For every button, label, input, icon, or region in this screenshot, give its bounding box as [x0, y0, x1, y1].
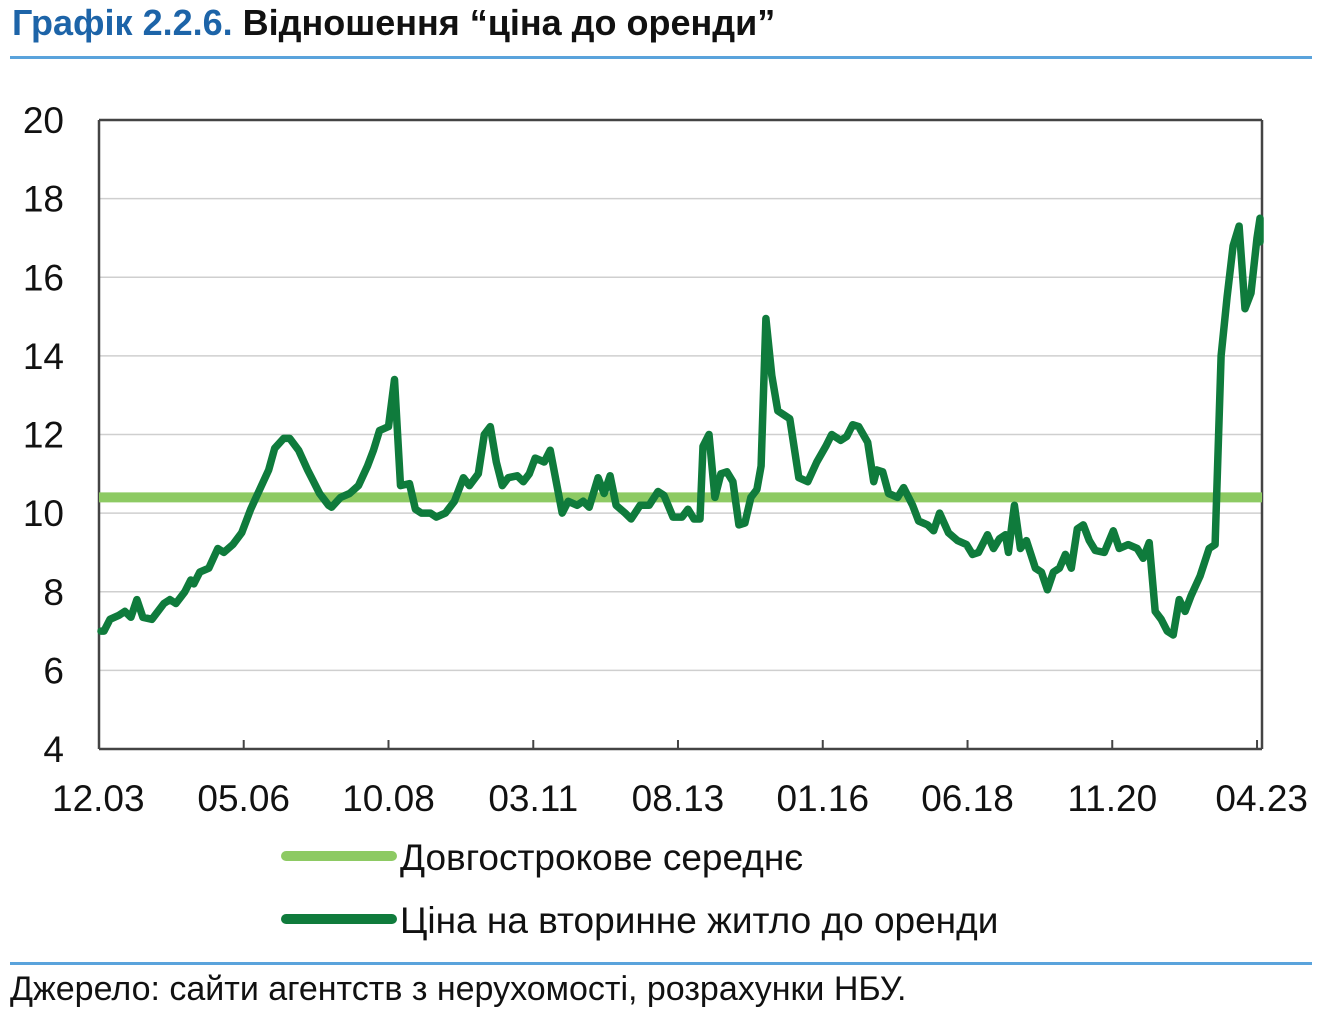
top-divider: [10, 56, 1312, 59]
figure-title: Відношення “ціна до оренди”: [242, 2, 776, 43]
x-tick-label-08.13: 08.13: [632, 778, 725, 819]
legend-label-long-term-average: Довгострокове середнє: [400, 837, 803, 878]
y-tick-label-12: 12: [23, 415, 64, 456]
x-tick-label-03.11: 03.11: [488, 778, 578, 819]
y-tick-label-14: 14: [23, 336, 64, 377]
series-line-price-to-rent: [97, 214, 1264, 639]
x-tick-label-06.18: 06.18: [921, 778, 1014, 819]
x-tick-label-10.08: 10.08: [342, 778, 435, 819]
y-tick-label-10: 10: [23, 493, 64, 534]
y-axis-ticks: 4 6 8 10 12 14 16 18 20: [23, 100, 64, 770]
x-tick-label-01.16: 01.16: [776, 778, 869, 819]
x-tick-label-05.06: 05.06: [197, 778, 290, 819]
legend-label-price-to-rent: Ціна на вторинне житло до оренди: [400, 900, 998, 941]
y-tick-label-16: 16: [23, 257, 64, 298]
x-tick-label-11.20: 11.20: [1067, 778, 1157, 819]
bottom-divider: [10, 962, 1312, 965]
x-tick-label-04.23: 04.23: [1215, 778, 1308, 819]
y-tick-label-4: 4: [43, 729, 64, 770]
y-tick-label-18: 18: [23, 179, 64, 220]
price-to-rent-chart: 4 6 8 10 12 14 16 18 20 12.03 05.06 10.08 03.11 08.1…: [23, 100, 1308, 941]
x-tick-label-12.03: 12.03: [52, 778, 145, 819]
y-tick-label-8: 8: [43, 572, 64, 613]
y-tick-label-6: 6: [43, 650, 64, 691]
chart-title: Графік 2.2.6. Відношення “ціна до оренди…: [12, 2, 775, 44]
x-axis-ticks: 12.03 05.06 10.08 03.11 08.13 01.16 06.18 11.20…: [52, 740, 1308, 819]
source-note: Джерело: сайти агентств з нерухомості, р…: [10, 970, 907, 1008]
series-layer: [97, 214, 1264, 639]
legend: Довгострокове середнє Ціна на вторинне ж…: [281, 837, 998, 941]
figure-number: Графік 2.2.6.: [12, 2, 233, 43]
gridlines: [99, 197, 1262, 672]
y-tick-label-20: 20: [23, 100, 64, 141]
